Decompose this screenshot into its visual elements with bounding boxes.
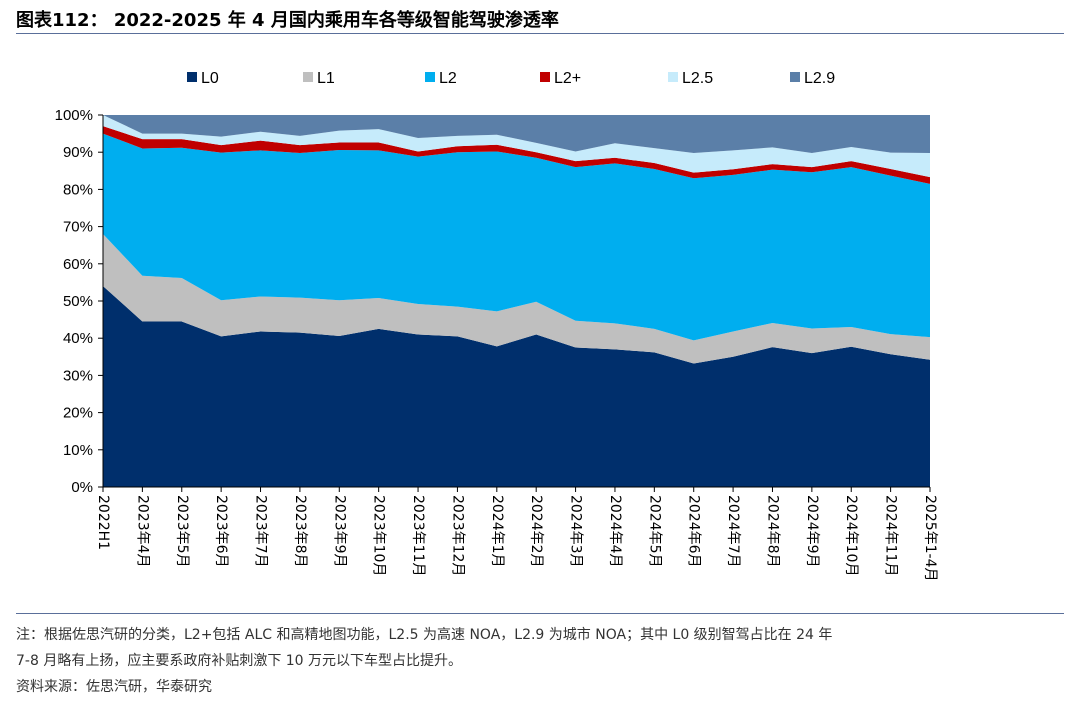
- x-tick-label: 2023年5月: [174, 495, 190, 568]
- x-tick-label: 2024年7月: [725, 495, 741, 568]
- x-tick-label: 2023年6月: [213, 495, 229, 568]
- x-tick-label: 2024年11月: [883, 495, 899, 576]
- y-tick-label: 0%: [71, 479, 93, 496]
- legend-swatch: [303, 72, 313, 82]
- x-tick-label: 2024年10月: [843, 495, 859, 576]
- legend-swatch: [790, 72, 800, 82]
- y-tick-label: 60%: [63, 256, 93, 273]
- x-tick-label: 2024年5月: [646, 495, 662, 568]
- area-series-l2-5: [103, 115, 930, 178]
- x-tick-label: 2024年1月: [489, 495, 505, 568]
- y-axis-ticks: 0% 10% 20% 30% 40% 50% 60% 70% 80% 90% 100%: [55, 107, 103, 496]
- title-divider: [16, 33, 1064, 34]
- x-tick-label: 2023年9月: [331, 495, 347, 568]
- y-tick-label: 20%: [63, 405, 93, 422]
- legend-label: L1: [317, 70, 335, 87]
- footnote-line-1: 注：根据佐思汽研的分类，L2+包括 ALC 和高精地图功能，L2.5 为高速 N…: [16, 627, 833, 643]
- x-tick-label: 2023年4月: [134, 495, 150, 568]
- y-tick-label: 50%: [63, 293, 93, 310]
- area-series-l2-9: [103, 115, 930, 153]
- legend-swatch: [668, 72, 678, 82]
- y-tick-label: 10%: [63, 442, 93, 459]
- x-tick-label: 2023年11月: [410, 495, 426, 576]
- x-tick-label: 2025年1-4月: [922, 495, 938, 582]
- x-tick-label: 2023年12月: [449, 495, 465, 576]
- footnote-line-2: 7-8 月略有上扬，应主要系政府补贴刺激下 10 万元以下车型占比提升。: [16, 653, 463, 669]
- chart-areas: [103, 115, 930, 487]
- legend-label: L2: [439, 70, 457, 87]
- x-tick-label: 2024年6月: [686, 495, 702, 568]
- x-tick-label: 2024年9月: [804, 495, 820, 568]
- y-tick-label: 70%: [63, 219, 93, 236]
- y-tick-label: 30%: [63, 367, 93, 384]
- legend-label: L2.5: [682, 70, 713, 87]
- area-series-l2: [103, 133, 930, 341]
- area-series-l0: [103, 286, 930, 487]
- legend-label: L2.9: [804, 70, 835, 87]
- x-tick-label: 2024年2月: [528, 495, 544, 568]
- x-tick-label: 2022H1: [95, 495, 111, 550]
- area-series-l1: [103, 234, 930, 364]
- legend-swatch: [540, 72, 550, 82]
- legend-swatch: [425, 72, 435, 82]
- x-tick-label: 2024年3月: [568, 495, 584, 568]
- footer-divider: [16, 613, 1064, 614]
- y-tick-label: 80%: [63, 181, 93, 198]
- chart-legend: L0 L1 L2 L2+ L2.5 L2.9: [187, 70, 835, 87]
- legend-label: L2+: [554, 70, 581, 87]
- x-tick-label: 2024年8月: [764, 495, 780, 568]
- legend-label: L0: [201, 70, 219, 87]
- y-tick-label: 100%: [55, 107, 93, 124]
- x-tick-label: 2023年7月: [253, 495, 269, 568]
- stacked-area-chart: L0 L1 L2 L2+ L2.5 L2.9 0% 10% 20% 30% 40% 50% 60% 70…: [55, 70, 938, 582]
- x-tick-label: 2023年10月: [371, 495, 387, 576]
- source-note: 资料来源：佐思汽研，华泰研究: [16, 679, 212, 695]
- x-axis-ticks: 2022H1 2023年4月 2023年5月 2023年6月 2023年7月 2023年8…: [95, 487, 938, 582]
- y-tick-label: 90%: [63, 144, 93, 161]
- x-tick-label: 2023年8月: [292, 495, 308, 568]
- legend-swatch: [187, 72, 197, 82]
- x-tick-label: 2024年4月: [607, 495, 623, 568]
- page-title: 图表112： 2022-2025 年 4 月国内乘用车各等级智能驾驶渗透率: [16, 10, 559, 31]
- y-tick-label: 40%: [63, 330, 93, 347]
